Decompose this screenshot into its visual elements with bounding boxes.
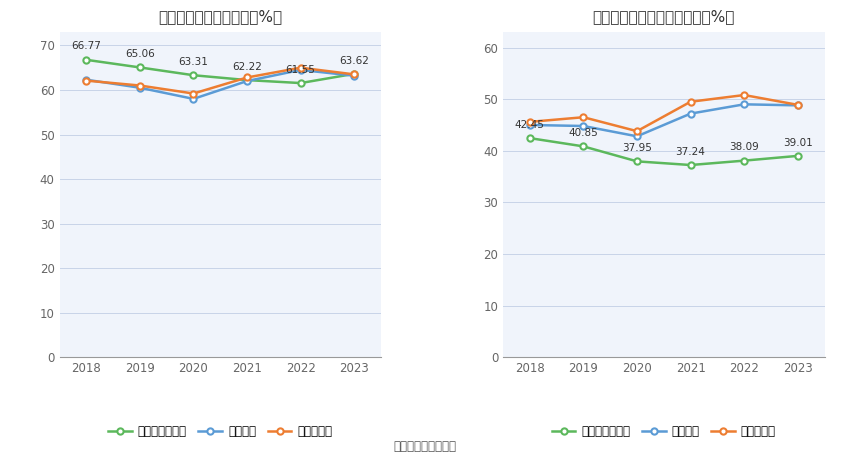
行业均値 xyxy=(82,77,92,82)
公司资产负债率 xyxy=(189,72,199,78)
Text: 63.62: 63.62 xyxy=(339,55,369,65)
Text: 66.77: 66.77 xyxy=(71,42,101,51)
Title: 近年来有息资产负债率情况（%）: 近年来有息资产负债率情况（%） xyxy=(592,9,735,24)
Text: 39.01: 39.01 xyxy=(783,137,813,147)
Text: 61.55: 61.55 xyxy=(286,65,315,75)
行业中位数 xyxy=(632,128,642,134)
有息资产负债率 xyxy=(685,162,695,168)
行业中位数 xyxy=(82,78,92,83)
行业均値 xyxy=(135,85,145,91)
公司资产负债率 xyxy=(296,80,306,86)
Text: 数据来源：恒生聚源: 数据来源：恒生聚源 xyxy=(394,441,456,453)
Text: 40.85: 40.85 xyxy=(569,128,598,138)
Line: 公司资产负债率: 公司资产负债率 xyxy=(83,57,357,86)
公司资产负债率 xyxy=(82,57,92,63)
有息资产负债率 xyxy=(578,144,588,149)
Text: 37.95: 37.95 xyxy=(622,143,652,153)
Legend: 公司资产负债率, 行业均値, 行业中位数: 公司资产负债率, 行业均値, 行业中位数 xyxy=(104,420,337,442)
行业均値 xyxy=(632,134,642,139)
Text: 62.22: 62.22 xyxy=(232,62,262,72)
有息资产负债率 xyxy=(792,153,802,158)
Text: 42.45: 42.45 xyxy=(515,120,545,130)
Text: 38.09: 38.09 xyxy=(729,142,759,153)
Line: 行业中位数: 行业中位数 xyxy=(527,92,801,134)
行业中位数 xyxy=(685,99,695,104)
行业均値 xyxy=(349,73,360,78)
Title: 近年来资产负债率情况（%）: 近年来资产负债率情况（%） xyxy=(158,9,282,24)
Line: 行业中位数: 行业中位数 xyxy=(83,65,357,97)
有息资产负债率 xyxy=(632,158,642,164)
行业均値 xyxy=(685,111,695,116)
Legend: 有息资产负债率, 行业均値, 行业中位数: 有息资产负债率, 行业均値, 行业中位数 xyxy=(547,420,780,442)
Line: 行业均値: 行业均値 xyxy=(527,101,801,139)
行业中位数 xyxy=(524,119,535,125)
Text: 37.24: 37.24 xyxy=(676,147,705,157)
行业均値 xyxy=(524,122,535,128)
公司资产负债率 xyxy=(242,77,252,83)
行业中位数 xyxy=(349,71,360,77)
行业均値 xyxy=(792,103,802,108)
Text: 65.06: 65.06 xyxy=(125,49,155,59)
行业均値 xyxy=(189,96,199,102)
行业中位数 xyxy=(792,102,802,108)
公司资产负债率 xyxy=(135,65,145,70)
行业均値 xyxy=(296,67,306,73)
Line: 行业均値: 行业均値 xyxy=(83,67,357,102)
Text: 63.31: 63.31 xyxy=(178,57,208,67)
行业中位数 xyxy=(296,65,306,71)
公司资产负债率 xyxy=(349,71,360,76)
行业均値 xyxy=(578,123,588,129)
Line: 有息资产负债率: 有息资产负债率 xyxy=(527,135,801,168)
行业均値 xyxy=(739,102,749,107)
行业中位数 xyxy=(578,114,588,120)
行业中位数 xyxy=(135,83,145,88)
行业中位数 xyxy=(739,92,749,98)
有息资产负债率 xyxy=(739,158,749,164)
有息资产负债率 xyxy=(524,136,535,141)
行业中位数 xyxy=(189,91,199,96)
行业均値 xyxy=(242,78,252,84)
行业中位数 xyxy=(242,75,252,80)
